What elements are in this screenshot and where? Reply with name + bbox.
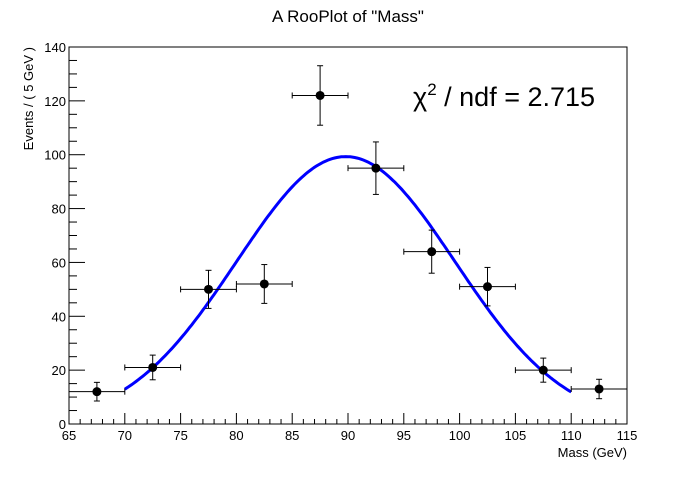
data-points	[68, 65, 628, 402]
data-marker	[148, 362, 158, 372]
data-marker	[315, 90, 325, 100]
data-point	[291, 65, 349, 126]
data-marker	[92, 387, 102, 397]
x-tick-label: 115	[617, 428, 638, 443]
data-marker	[594, 384, 604, 394]
y-tick-label: 100	[44, 148, 66, 163]
x-axis: 65 70 75 80 85 90 95 100 105 110 115	[62, 413, 638, 443]
chi2-superscript: 2	[427, 80, 436, 99]
fit-curve	[123, 155, 572, 394]
y-tick-label: 20	[52, 363, 66, 378]
data-marker	[204, 284, 213, 294]
y-tick-label: 120	[44, 94, 66, 109]
chi2-symbol: χ	[413, 82, 427, 112]
data-point	[124, 354, 182, 381]
x-tick-label: 70	[118, 428, 132, 443]
data-point	[459, 266, 516, 307]
x-tick-label: 75	[173, 428, 187, 443]
x-tick-label: 65	[62, 428, 76, 443]
data-marker	[483, 282, 492, 292]
x-tick-label: 95	[397, 428, 411, 443]
y-axis: 0 20 40 60 80 100 120 140	[44, 40, 85, 432]
data-marker	[371, 163, 381, 173]
data-marker	[259, 279, 269, 289]
chi2-annotation: χ2 / ndf = 2.715	[413, 80, 595, 112]
x-tick-label: 105	[505, 428, 527, 443]
data-point	[347, 141, 405, 195]
data-point	[68, 381, 126, 402]
x-tick-label: 85	[285, 428, 299, 443]
x-tick-label: 100	[449, 428, 471, 443]
data-point	[235, 264, 293, 304]
chart-title: A RooPlot of "Mass"	[272, 7, 424, 26]
x-tick-label: 80	[229, 428, 243, 443]
y-axis-label: Events / ( 5 GeV )	[21, 47, 36, 150]
data-point	[180, 269, 237, 309]
data-point	[570, 378, 628, 400]
y-tick-label: 40	[52, 309, 66, 324]
x-tick-label: 110	[561, 428, 582, 443]
x-axis-label: Mass (GeV)	[558, 445, 627, 460]
y-tick-label: 140	[44, 40, 66, 55]
y-tick-label: 60	[52, 255, 66, 270]
data-point	[403, 229, 461, 274]
chi2-text: / ndf = 2.715	[437, 82, 595, 112]
data-marker	[538, 365, 548, 375]
y-tick-label: 0	[59, 417, 66, 432]
data-point	[514, 357, 572, 383]
x-tick-label: 90	[341, 428, 355, 443]
data-marker	[427, 247, 437, 257]
y-tick-label: 80	[52, 202, 66, 217]
